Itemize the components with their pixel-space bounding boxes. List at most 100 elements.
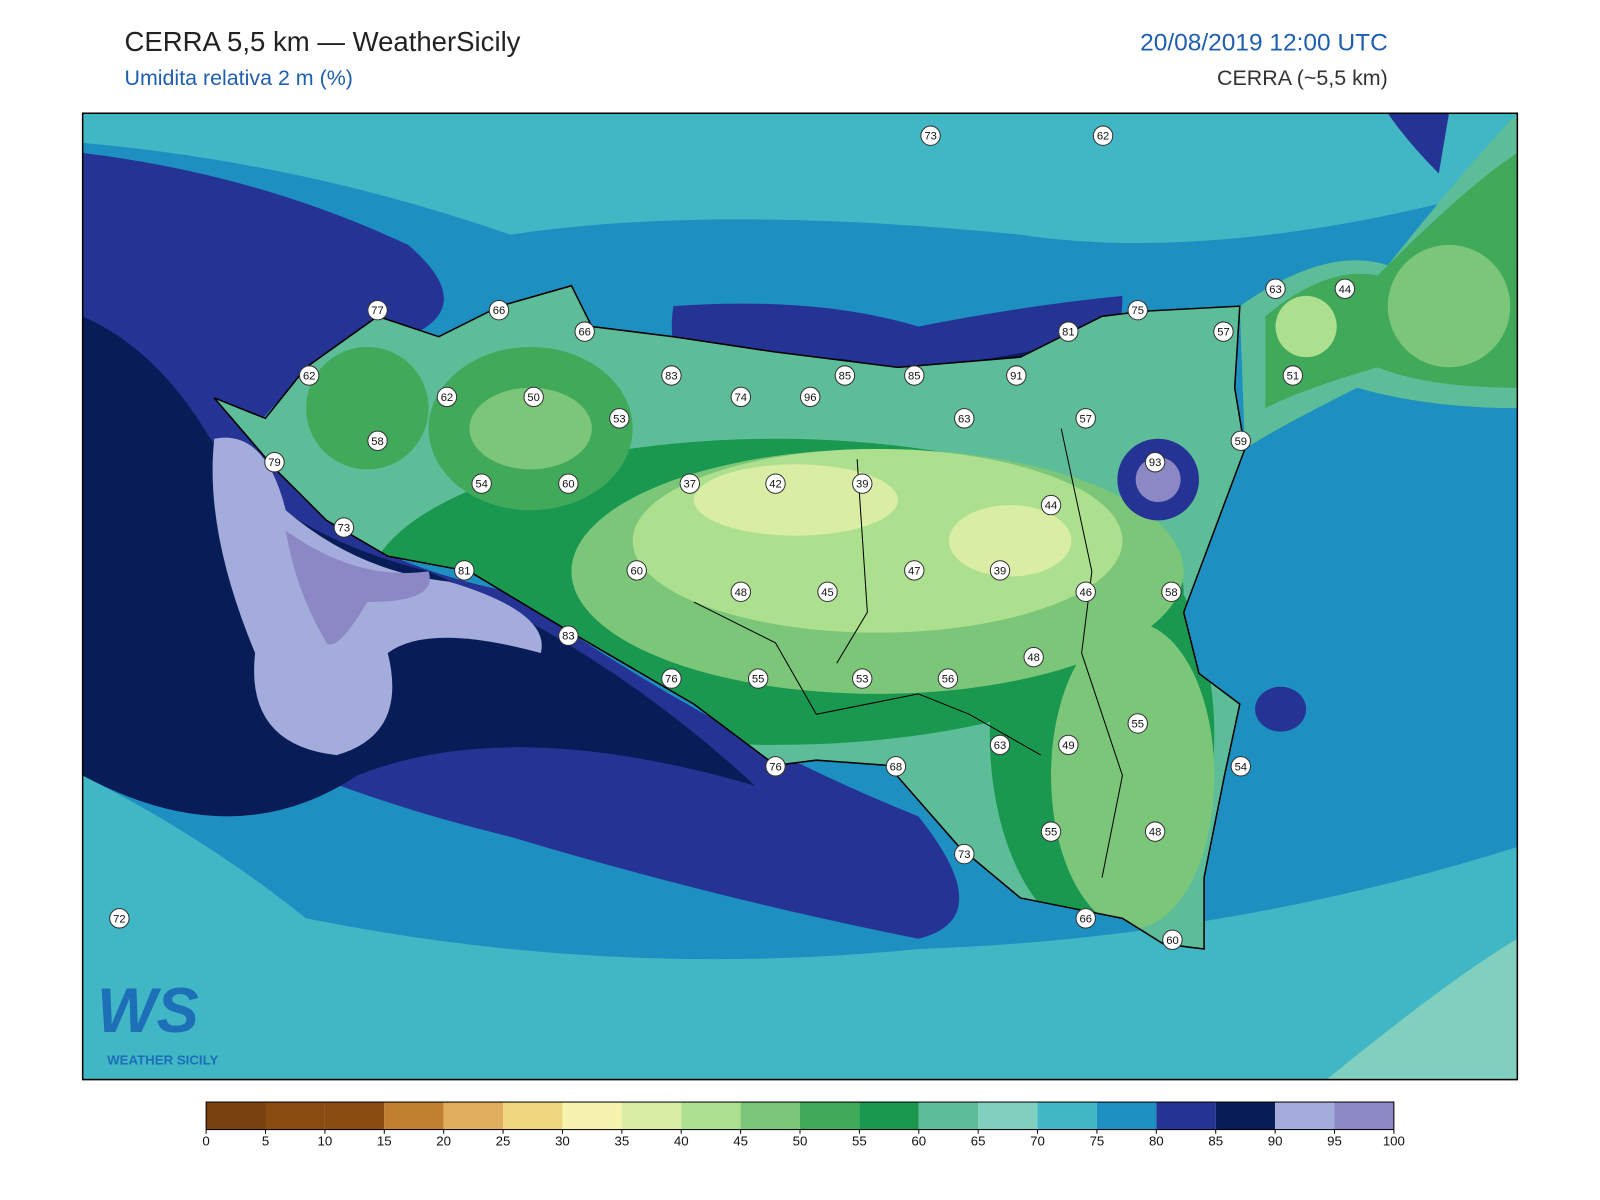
station-value: 96: [804, 392, 816, 404]
station-value: 73: [958, 849, 970, 861]
station-value: 48: [1149, 827, 1161, 839]
colorbar: 0 5 10 15 20 25 30 35 40 45 50 55 60 65 70 75 80 85 90 95 10…: [202, 1101, 1405, 1148]
station-marker: [1058, 321, 1079, 342]
station-value: 50: [527, 392, 539, 404]
colorbar-label: 45: [733, 1133, 748, 1148]
station-value: 75: [1132, 305, 1144, 317]
station-marker: [1127, 713, 1148, 734]
color-bin: [621, 1102, 682, 1130]
station-marker: [1075, 408, 1096, 429]
station-marker: [471, 473, 492, 494]
station-value: 58: [1165, 587, 1177, 599]
station-value: 72: [113, 913, 125, 925]
station-value: 62: [441, 392, 453, 404]
colorbar-label: 90: [1268, 1133, 1283, 1148]
colorbar-label: 70: [1030, 1133, 1045, 1148]
station-marker: [1161, 581, 1182, 603]
station-marker: [1144, 452, 1166, 473]
station-marker: [1040, 821, 1062, 842]
station-value: 45: [821, 587, 833, 599]
station-marker: [298, 365, 320, 386]
station-value: 59: [1235, 436, 1247, 448]
station-marker: [885, 756, 907, 777]
humidity-zone: [469, 387, 592, 470]
colorbar-label: 5: [262, 1133, 269, 1148]
station-value: 37: [684, 479, 696, 491]
color-bin: [206, 1102, 266, 1130]
station-value: 62: [303, 370, 315, 382]
station-value: 77: [371, 305, 383, 317]
station-marker: [558, 473, 579, 494]
station-value: 85: [908, 370, 920, 382]
station-value: 63: [1269, 284, 1281, 296]
station-value: 76: [769, 761, 781, 773]
station-value: 60: [1166, 935, 1178, 947]
colorbar-label: 85: [1208, 1133, 1223, 1148]
color-bin: [384, 1102, 444, 1130]
map-frame: [81, 112, 1519, 1081]
station-value: 39: [994, 565, 1006, 577]
calabria: [1275, 295, 1337, 358]
humidity-zone: [948, 505, 1072, 577]
station-value: 55: [1132, 718, 1144, 730]
station-value: 73: [924, 131, 936, 143]
station-value: 79: [268, 457, 280, 469]
color-bin: [1037, 1102, 1097, 1130]
title: CERRA 5,5 km — WeatherSicily: [124, 26, 520, 57]
station-value: 51: [1287, 370, 1299, 382]
province-border: [693, 428, 1123, 878]
colorbar-label: 95: [1327, 1133, 1342, 1148]
station-marker: [852, 473, 873, 494]
station-marker: [937, 668, 959, 689]
station-marker: [800, 386, 821, 408]
station-marker: [1127, 300, 1148, 321]
station-value: 83: [562, 631, 574, 643]
station-value: 57: [1217, 327, 1229, 339]
station-value: 73: [338, 523, 350, 535]
station-value: 83: [665, 370, 677, 382]
station-marker: [989, 560, 1011, 581]
station-marker: [523, 386, 544, 408]
station-marker: [1092, 125, 1114, 146]
station-value: 39: [856, 479, 868, 491]
station-value: 42: [769, 479, 781, 491]
station-marker: [1075, 581, 1096, 603]
station-marker: [1040, 494, 1062, 516]
colorbar-label: 55: [852, 1133, 867, 1148]
station-value: 85: [839, 370, 851, 382]
station-marker: [1230, 430, 1252, 452]
station-value: 81: [458, 565, 470, 577]
station-marker: [1006, 365, 1027, 386]
color-bin: [503, 1102, 563, 1130]
station-value: 68: [890, 761, 902, 773]
humidity-zone: [1051, 622, 1215, 929]
colorbar-label: 15: [377, 1133, 392, 1148]
color-bin: [1334, 1102, 1394, 1130]
station-value: 56: [942, 674, 954, 686]
sea-band: [82, 316, 756, 817]
colorbar-label: 60: [911, 1133, 926, 1148]
station-value: 66: [1079, 913, 1091, 925]
sea-band: [82, 113, 1518, 244]
station-marker: [765, 756, 786, 777]
colorbar-label: 40: [674, 1133, 689, 1148]
sea-band: [1387, 113, 1449, 174]
station-marker: [1075, 908, 1096, 929]
station-marker: [558, 625, 579, 646]
station-marker: [436, 386, 458, 408]
station-value: 91: [1010, 370, 1022, 382]
station-value: 58: [371, 436, 383, 448]
station-value: 74: [735, 392, 747, 404]
station-value: 62: [1097, 131, 1109, 143]
station-marker: [626, 560, 647, 581]
station-value: 76: [665, 674, 677, 686]
station-marker: [1230, 756, 1252, 777]
station-value: 48: [735, 587, 747, 599]
calabria: [1387, 244, 1511, 368]
station-value: 57: [1079, 413, 1091, 425]
subtitle: Umidita relativa 2 m (%): [124, 66, 352, 90]
color-bin: [324, 1102, 385, 1130]
colorbar-label: 50: [793, 1133, 808, 1148]
colorbar-label: 25: [496, 1133, 511, 1148]
